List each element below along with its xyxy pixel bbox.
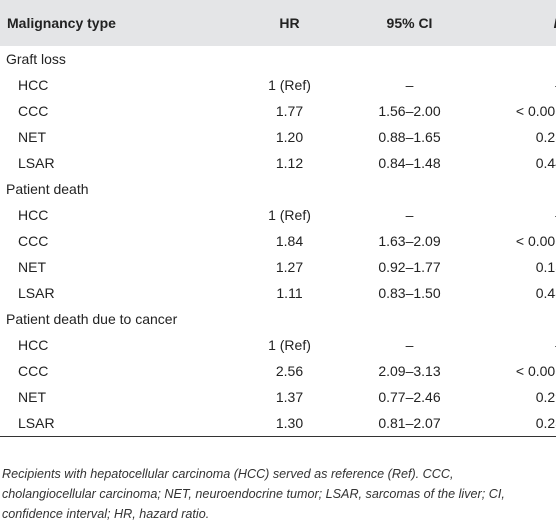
cell-p: 0.28 <box>482 410 556 437</box>
cell-malignancy-type: NET <box>18 389 46 405</box>
table-body: Graft loss HCC 1 (Ref) – – CCC 1.77 1.56–2.00 < … <box>0 46 556 437</box>
cell-hr: 1 (Ref) <box>268 337 311 353</box>
cell-malignancy-type: LSAR <box>0 410 242 437</box>
cell-hr: 1.11 <box>276 285 303 301</box>
header-hr: HR <box>279 15 300 31</box>
header-ci: 95% CI <box>386 15 433 31</box>
cell-p: – <box>482 72 556 98</box>
cell-p: < 0.001 <box>515 363 556 379</box>
results-table: Malignancy type HR 95% CI P Graft loss HC… <box>0 0 556 437</box>
group-row: Patient death <box>0 176 556 202</box>
cell-ci: 0.84–1.48 <box>378 155 441 171</box>
group-label: Patient death <box>6 181 89 197</box>
cell-ci: 1.63–2.09 <box>378 233 441 249</box>
cell-ci: 0.83–1.50 <box>378 285 441 301</box>
cell-ci: 1.56–2.00 <box>378 103 441 119</box>
group-row: Patient death due to cancer <box>0 306 556 332</box>
table-row: NET 1.20 0.88–1.65 0.25 <box>0 124 556 150</box>
cell-hr: 1.77 <box>275 103 304 119</box>
cell-hr: 1 (Ref) <box>268 77 311 93</box>
cell-malignancy-type: HCC <box>18 77 49 93</box>
cell-malignancy-type: NET <box>18 129 46 145</box>
table-row: CCC 1.77 1.56–2.00 < 0.001 <box>0 98 556 124</box>
cell-p: < 0.001 <box>515 233 556 249</box>
cell-hr: 1.20 <box>275 129 304 145</box>
cell-malignancy-type: CCC <box>18 103 49 119</box>
cell-ci: 2.09–3.13 <box>378 363 441 379</box>
cell-p: < 0.001 <box>515 103 556 119</box>
cell-p: – <box>482 332 556 358</box>
table-footnote: Recipients with hepatocellular carcinoma… <box>2 467 505 521</box>
cell-malignancy-type: LSAR <box>18 155 55 171</box>
table-row: CCC 1.84 1.63–2.09 < 0.001 <box>0 228 556 254</box>
cell-p: 0.25 <box>535 129 556 145</box>
header-p-label: P <box>554 15 556 31</box>
table-row: HCC 1 (Ref) – – <box>0 72 556 98</box>
header-row: Malignancy type HR 95% CI P <box>0 0 556 46</box>
cell-p: 0.48 <box>535 285 556 301</box>
cell-ci: 0.92–1.77 <box>378 259 441 275</box>
table-row: HCC 1 (Ref) – – <box>0 332 556 358</box>
group-row: Graft loss <box>0 46 556 72</box>
cell-ci: 0.81–2.07 <box>337 410 482 437</box>
cell-ci: – <box>405 77 414 93</box>
table-row: HCC 1 (Ref) – – <box>0 202 556 228</box>
cell-ci: – <box>405 207 414 223</box>
cell-malignancy-type: HCC <box>18 207 49 223</box>
cell-hr: 1.27 <box>275 259 304 275</box>
cell-ci: – <box>405 337 414 353</box>
table-row: LSAR 1.12 0.84–1.48 0.44 <box>0 150 556 176</box>
table-row: NET 1.37 0.77–2.46 0.29 <box>0 384 556 410</box>
cell-ci: 0.88–1.65 <box>378 129 441 145</box>
cell-malignancy-type: CCC <box>18 363 49 379</box>
table-row: LSAR 1.11 0.83–1.50 0.48 <box>0 280 556 306</box>
group-label: Patient death due to cancer <box>6 311 178 327</box>
cell-p: 0.15 <box>535 259 556 275</box>
group-label: Graft loss <box>6 51 66 67</box>
cell-p: 0.44 <box>535 155 556 171</box>
cell-hr: 1.12 <box>275 155 304 171</box>
cell-hr: 1.37 <box>275 389 304 405</box>
cell-hr: 1.30 <box>242 410 337 437</box>
cell-malignancy-type: CCC <box>18 233 49 249</box>
table-row: NET 1.27 0.92–1.77 0.15 <box>0 254 556 280</box>
header-p: P <box>482 0 556 46</box>
cell-hr: 2.56 <box>275 363 304 379</box>
cell-malignancy-type: LSAR <box>18 285 55 301</box>
cell-hr: 1 (Ref) <box>268 207 311 223</box>
cell-malignancy-type: HCC <box>18 337 49 353</box>
cell-hr: 1.84 <box>275 233 304 249</box>
cell-malignancy-type: NET <box>18 259 46 275</box>
table-row: CCC 2.56 2.09–3.13 < 0.001 <box>0 358 556 384</box>
header-malignancy-type: Malignancy type <box>7 15 116 31</box>
cell-ci: 0.77–2.46 <box>378 389 441 405</box>
cell-p: 0.29 <box>535 389 556 405</box>
cell-p: – <box>482 202 556 228</box>
